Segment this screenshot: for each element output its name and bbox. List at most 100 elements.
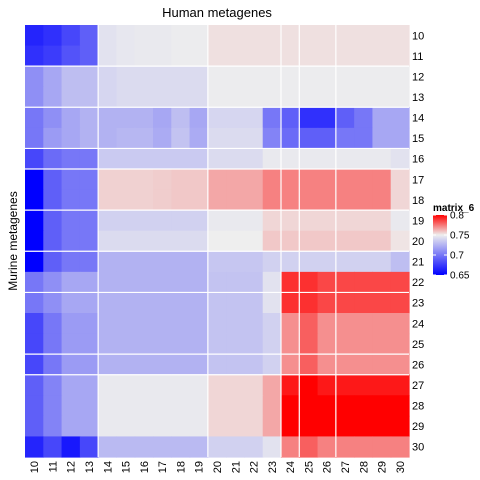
- heatmap-cell: [153, 374, 172, 396]
- heatmap-cell: [43, 415, 63, 438]
- heatmap-cell: [226, 107, 246, 129]
- heatmap-cell: [281, 395, 300, 417]
- heatmap-cell: [61, 436, 81, 458]
- heatmap-cell: [61, 210, 81, 232]
- heatmap-cell: [244, 415, 264, 438]
- legend-title: matrix_6: [433, 203, 475, 214]
- column-labels: 10 11 12 13 14 15 16 17 18 19 20 21 22 23 24 25 26 27 28 29…: [29, 461, 407, 473]
- heatmap-cell: [317, 251, 337, 273]
- heatmap-cell: [335, 230, 355, 252]
- heatmap-cell: [317, 333, 337, 355]
- heatmap-cell: [79, 148, 99, 170]
- chart-title: Human metagenes: [162, 5, 272, 20]
- heatmap-cell: [317, 292, 337, 314]
- heatmap-cell: [61, 230, 81, 252]
- heatmap-cell: [335, 374, 355, 396]
- heatmap-cell: [226, 169, 246, 191]
- heatmap-cell: [335, 251, 355, 273]
- heatmap-cell: [262, 333, 282, 355]
- heatmap-cell: [299, 436, 319, 458]
- heatmap-cell: [354, 354, 374, 376]
- heatmap-cell: [98, 127, 118, 150]
- heatmap-cell: [43, 333, 63, 355]
- heatmap-cell: [153, 395, 172, 417]
- heatmap-cell: [116, 66, 136, 88]
- heatmap-cell: [79, 271, 99, 294]
- heatmap-cell: [354, 271, 374, 294]
- heatmap-cell: [390, 354, 410, 376]
- heatmap-cell: [354, 251, 374, 273]
- heatmap-cell: [281, 148, 300, 170]
- heatmap-cell: [171, 25, 191, 47]
- heatmap-cell: [317, 374, 337, 396]
- heatmap-cell: [390, 107, 410, 129]
- heatmap-cell: [317, 127, 337, 150]
- heatmap-cell: [335, 45, 355, 67]
- heatmap-cell: [61, 292, 81, 314]
- column-label: 23: [267, 461, 279, 473]
- heatmap-cell: [116, 313, 136, 335]
- heatmap-cell: [390, 395, 410, 417]
- heatmap-cell: [207, 271, 227, 294]
- heatmap-cell: [171, 313, 191, 335]
- heatmap-cell: [244, 354, 264, 376]
- heatmap-cell: [354, 333, 374, 355]
- heatmap-cell: [153, 25, 172, 47]
- heatmap-cell: [153, 415, 172, 438]
- heatmap-cell: [317, 354, 337, 376]
- heatmap-cell: [335, 395, 355, 417]
- heatmap-cell: [262, 415, 282, 438]
- heatmap-cell: [25, 333, 44, 355]
- heatmap-cell: [98, 251, 118, 273]
- heatmap-cell: [116, 354, 136, 376]
- heatmap-cell: [335, 148, 355, 170]
- heatmap-cell: [79, 107, 99, 129]
- heatmap-cell: [317, 107, 337, 129]
- heatmap-cell: [226, 292, 246, 314]
- heatmap-cell: [171, 374, 191, 396]
- heatmap-cell: [299, 45, 319, 67]
- heatmap-cell: [262, 313, 282, 335]
- heatmap-cell: [171, 86, 191, 108]
- heatmap-cell: [189, 86, 209, 108]
- heatmap-cell: [134, 25, 154, 47]
- heatmap-cell: [171, 189, 191, 211]
- heatmap-cell: [335, 107, 355, 129]
- heatmap-cell: [153, 189, 172, 211]
- column-label: 14: [102, 461, 114, 473]
- heatmap-cell: [244, 86, 264, 108]
- heatmap-cell: [207, 354, 227, 376]
- heatmap-cell: [189, 107, 209, 129]
- heatmap-cell: [207, 415, 227, 438]
- heatmap-cell: [25, 25, 44, 47]
- column-label: 22: [249, 461, 261, 473]
- heatmap-cell: [354, 415, 374, 438]
- heatmap-cell: [354, 66, 374, 88]
- heatmap-cell: [171, 169, 191, 191]
- heatmap-cell: [189, 313, 209, 335]
- heatmap-cell: [299, 415, 319, 438]
- heatmap-cell: [299, 374, 319, 396]
- row-labels: 10 11 12 13 14 15 16 17 18 19 20 21 22 23 24 25 26 27 28 29…: [412, 30, 424, 453]
- heatmap-cell: [281, 313, 300, 335]
- heatmap-cell: [335, 271, 355, 294]
- heatmap-cell: [134, 395, 154, 417]
- heatmap-cell: [299, 148, 319, 170]
- heatmap-cell: [116, 374, 136, 396]
- heatmap-cell: [335, 66, 355, 88]
- heatmap-cell: [134, 107, 154, 129]
- heatmap-cell: [390, 86, 410, 108]
- heatmap-cell: [25, 251, 44, 273]
- heatmap-cell: [262, 354, 282, 376]
- heatmap-cell: [98, 210, 118, 232]
- column-label: 24: [285, 461, 297, 473]
- heatmap-cell: [116, 251, 136, 273]
- heatmap-cell: [61, 354, 81, 376]
- heatmap-cell: [299, 169, 319, 191]
- row-label: 15: [412, 133, 424, 145]
- heatmap-cell: [226, 271, 246, 294]
- heatmap-cell: [189, 271, 209, 294]
- heatmap-cell: [299, 333, 319, 355]
- heatmap-cell: [79, 395, 99, 417]
